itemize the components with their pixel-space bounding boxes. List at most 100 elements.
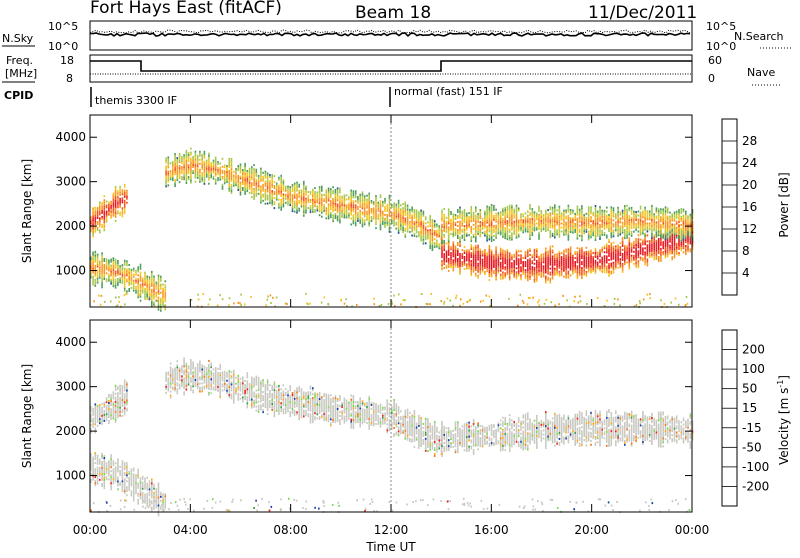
echo-cell xyxy=(640,208,642,210)
echo-cell xyxy=(611,234,613,236)
echo-cell xyxy=(489,208,491,210)
echo-cell xyxy=(572,261,574,263)
echo-cell xyxy=(122,193,124,195)
echo-cell xyxy=(411,221,413,223)
echo-cell xyxy=(258,189,260,191)
echo-cell xyxy=(665,208,667,210)
echo-cell xyxy=(615,249,617,251)
echo-cell xyxy=(411,207,413,209)
echo-cell xyxy=(500,256,502,258)
echo-cell xyxy=(448,240,450,242)
echo-cell xyxy=(158,309,160,311)
echo-cell xyxy=(337,195,339,197)
echo-cell xyxy=(186,182,188,184)
echo-cell xyxy=(160,276,162,278)
echo-cell xyxy=(480,267,482,269)
echo-cell xyxy=(536,223,538,225)
echo-cell xyxy=(581,231,583,233)
echo-cell xyxy=(473,247,475,249)
echo-cell xyxy=(296,208,298,210)
echo-cell xyxy=(110,207,112,209)
echo-cell xyxy=(113,215,115,217)
echo-cell xyxy=(418,215,420,217)
echo-cell xyxy=(292,202,294,204)
echo-cell xyxy=(484,261,486,263)
echo-cell xyxy=(110,300,112,302)
echo-cell xyxy=(674,216,676,218)
echo-cell xyxy=(495,213,497,215)
echo-cell xyxy=(674,248,676,250)
echo-cell xyxy=(565,222,567,224)
echo-cell xyxy=(292,208,294,210)
echo-cell xyxy=(500,258,502,260)
echo-cell xyxy=(552,275,554,277)
echo-cell xyxy=(420,234,422,236)
echo-cell xyxy=(332,210,334,212)
echo-cell xyxy=(328,188,330,190)
echo-cell xyxy=(310,199,312,201)
echo-cell xyxy=(611,228,613,230)
echo-cell xyxy=(301,194,303,196)
echo-cell xyxy=(137,274,139,276)
echo-cell xyxy=(174,155,176,157)
echo-cell xyxy=(144,294,146,296)
echo-cell xyxy=(613,233,615,235)
echo-cell xyxy=(339,203,341,205)
echo-cell xyxy=(323,198,325,200)
echo-cell xyxy=(195,151,197,153)
echo-cell xyxy=(117,198,119,200)
echo-cell xyxy=(683,221,685,223)
echo-cell xyxy=(453,255,455,257)
echo-cell xyxy=(635,211,637,213)
echo-cell xyxy=(536,217,538,219)
echo-cell xyxy=(638,244,640,246)
echo-cell xyxy=(233,171,235,173)
echo-cell xyxy=(396,228,398,230)
echo-cell xyxy=(384,226,386,228)
echo-cell xyxy=(427,229,429,231)
echo-cell xyxy=(687,215,689,217)
echo-cell xyxy=(104,266,106,268)
echo-cell xyxy=(146,290,148,292)
echo-cell xyxy=(362,203,364,205)
echo-cell xyxy=(615,253,617,255)
echo-cell xyxy=(633,225,635,227)
echo-cell xyxy=(262,184,264,186)
echo-cell xyxy=(274,185,276,187)
echo-cell xyxy=(149,294,151,296)
echo-cell xyxy=(362,197,364,199)
echo-cell xyxy=(436,244,438,246)
echo-cell xyxy=(608,224,610,226)
nsky-frame xyxy=(90,21,692,50)
echo-cell xyxy=(359,214,361,216)
echo-cell xyxy=(509,229,511,231)
echo-cell xyxy=(583,261,585,263)
echo-cell xyxy=(572,265,574,267)
echo-cell xyxy=(660,212,662,214)
echo-cell xyxy=(502,236,504,238)
echo-cell xyxy=(242,189,244,191)
echo-cell xyxy=(484,231,486,233)
echo-cell xyxy=(294,197,296,199)
echo-cell xyxy=(611,259,613,261)
echo-cell xyxy=(468,218,470,220)
echo-cell xyxy=(434,220,436,222)
echo-cell xyxy=(653,250,655,252)
freq-label-line2: [MHz] xyxy=(5,67,37,80)
echo-cell xyxy=(323,208,325,210)
echo-cell xyxy=(432,233,434,235)
echo-cell xyxy=(570,213,572,215)
echo-cell xyxy=(543,269,545,271)
echo-cell xyxy=(484,251,486,253)
echo-cell xyxy=(583,218,585,220)
echo-cell xyxy=(183,176,185,178)
echo-cell xyxy=(595,256,597,258)
echo-cell xyxy=(229,172,231,174)
echo-cell xyxy=(271,176,273,178)
echo-cell xyxy=(676,217,678,219)
echo-cell xyxy=(382,203,384,205)
echo-cell xyxy=(328,208,330,210)
echo-cell xyxy=(95,251,97,253)
echo-cell xyxy=(160,284,162,286)
echo-cell xyxy=(520,221,522,223)
